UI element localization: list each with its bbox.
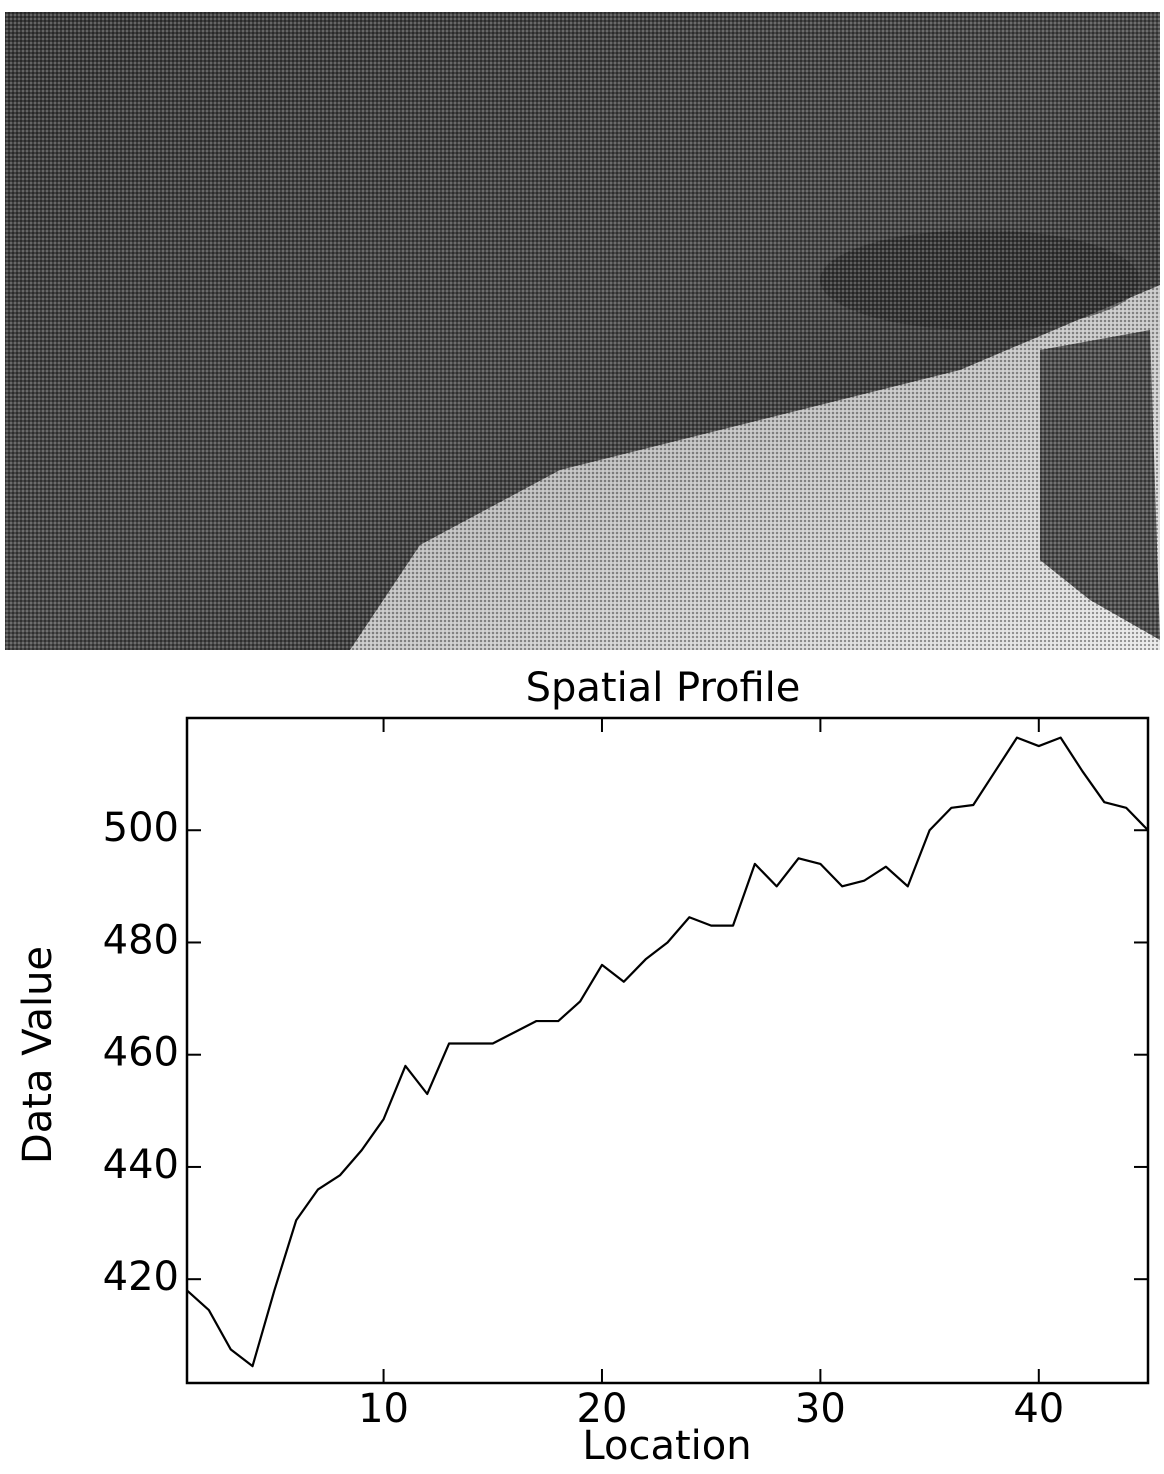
x-tick-label: 10 [358, 1386, 409, 1432]
photo [5, 12, 1160, 650]
page: Spatial Profile Location Data Value 1020… [0, 0, 1164, 1474]
profile-line [187, 738, 1148, 1367]
y-tick-label: 460 [103, 1030, 179, 1076]
plot-frame [187, 718, 1148, 1383]
y-axis-label: Data Value [15, 946, 61, 1164]
y-tick-label: 500 [103, 805, 179, 851]
x-tick-label: 40 [1013, 1386, 1064, 1432]
x-tick-label: 20 [577, 1386, 628, 1432]
y-tick-label: 440 [103, 1142, 179, 1188]
x-tick-label: 30 [795, 1386, 846, 1432]
y-tick-label: 420 [103, 1254, 179, 1300]
y-tick-label: 480 [103, 917, 179, 963]
chart-title: Spatial Profile [526, 665, 801, 711]
figure: Spatial Profile Location Data Value 1020… [0, 0, 1164, 1470]
